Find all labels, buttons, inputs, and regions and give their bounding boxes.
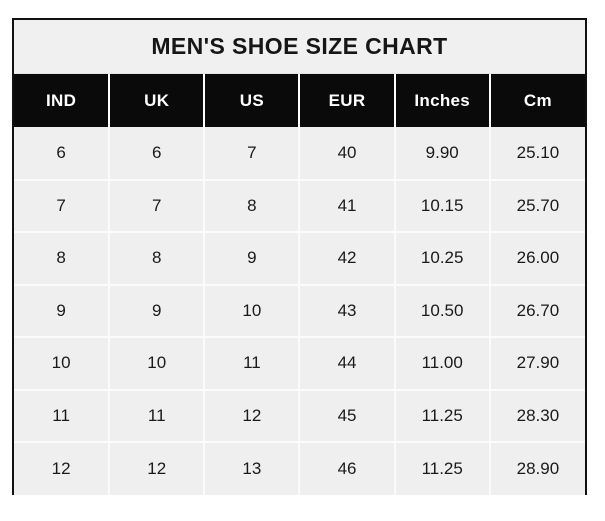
cell-uk: 10 <box>109 337 206 391</box>
cell-us: 10 <box>204 284 301 338</box>
cell-ind: 10 <box>14 337 111 391</box>
cell-us: 12 <box>204 389 301 443</box>
table-row: 8 8 9 42 10.25 26.00 <box>14 232 585 286</box>
column-header-uk: UK <box>109 74 206 127</box>
column-header-cm: Cm <box>489 74 585 127</box>
cell-cm: 28.90 <box>489 442 585 495</box>
table-row: 6 6 7 40 9.90 25.10 <box>14 127 585 181</box>
cell-us: 9 <box>204 232 301 286</box>
cell-inches: 10.50 <box>394 284 491 338</box>
cell-eur: 43 <box>299 284 396 338</box>
cell-us: 11 <box>204 337 301 391</box>
shoe-size-chart: MEN'S SHOE SIZE CHART IND UK US EUR Inch… <box>12 18 587 495</box>
cell-uk: 6 <box>109 127 206 181</box>
cell-eur: 40 <box>299 127 396 181</box>
cell-eur: 46 <box>299 442 396 495</box>
table-row: 10 10 11 44 11.00 27.90 <box>14 337 585 391</box>
cell-uk: 11 <box>109 389 206 443</box>
cell-cm: 26.70 <box>489 284 585 338</box>
cell-cm: 28.30 <box>489 389 585 443</box>
page-title: MEN'S SHOE SIZE CHART <box>151 33 448 59</box>
table-row: 12 12 13 46 11.25 28.90 <box>14 442 585 495</box>
column-header-us: US <box>204 74 301 127</box>
cell-inches: 11.25 <box>394 389 491 443</box>
cell-eur: 42 <box>299 232 396 286</box>
cell-inches: 10.15 <box>394 179 491 233</box>
cell-inches: 11.00 <box>394 337 491 391</box>
cell-uk: 8 <box>109 232 206 286</box>
cell-ind: 8 <box>14 232 111 286</box>
cell-uk: 9 <box>109 284 206 338</box>
cell-ind: 12 <box>14 442 111 495</box>
cell-inches: 11.25 <box>394 442 491 495</box>
size-table: IND UK US EUR Inches Cm 6 6 7 40 9.90 25… <box>14 74 585 495</box>
table-body: 6 6 7 40 9.90 25.10 7 7 8 41 10.15 25.70… <box>14 127 585 495</box>
table-header: IND UK US EUR Inches Cm <box>14 74 585 127</box>
table-row: 11 11 12 45 11.25 28.30 <box>14 389 585 443</box>
table-row: 9 9 10 43 10.50 26.70 <box>14 284 585 338</box>
column-header-ind: IND <box>14 74 111 127</box>
cell-cm: 25.10 <box>489 127 585 181</box>
cell-cm: 26.00 <box>489 232 585 286</box>
cell-ind: 7 <box>14 179 111 233</box>
cell-cm: 25.70 <box>489 179 585 233</box>
header-row: IND UK US EUR Inches Cm <box>14 74 585 127</box>
cell-us: 13 <box>204 442 301 495</box>
column-header-eur: EUR <box>299 74 396 127</box>
column-header-inches: Inches <box>394 74 491 127</box>
cell-uk: 12 <box>109 442 206 495</box>
cell-inches: 9.90 <box>394 127 491 181</box>
cell-us: 8 <box>204 179 301 233</box>
cell-eur: 44 <box>299 337 396 391</box>
cell-cm: 27.90 <box>489 337 585 391</box>
cell-eur: 45 <box>299 389 396 443</box>
table-row: 7 7 8 41 10.15 25.70 <box>14 179 585 233</box>
cell-ind: 9 <box>14 284 111 338</box>
cell-ind: 11 <box>14 389 111 443</box>
cell-inches: 10.25 <box>394 232 491 286</box>
cell-eur: 41 <box>299 179 396 233</box>
cell-uk: 7 <box>109 179 206 233</box>
cell-us: 7 <box>204 127 301 181</box>
cell-ind: 6 <box>14 127 111 181</box>
chart-title-band: MEN'S SHOE SIZE CHART <box>14 20 585 74</box>
